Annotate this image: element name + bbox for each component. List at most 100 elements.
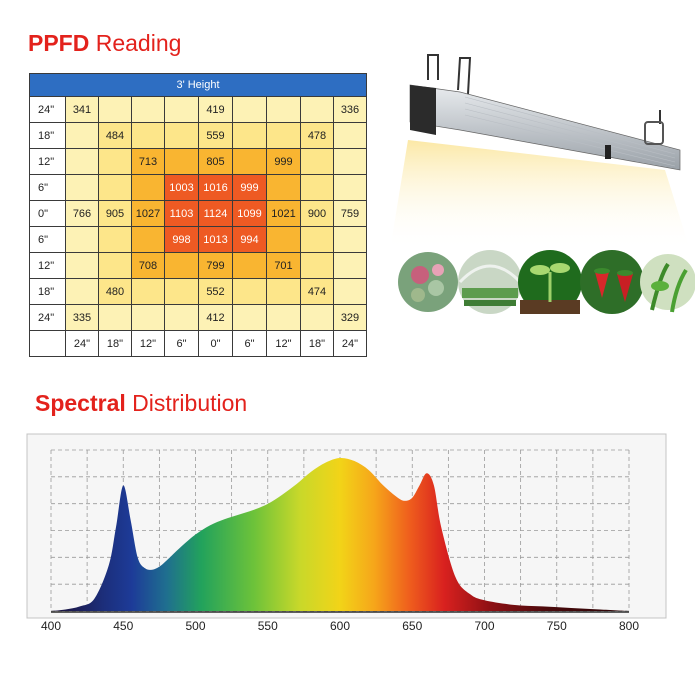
ppfd-cell: 412 — [198, 304, 233, 331]
ppfd-cell: 1021 — [266, 200, 301, 227]
row-label: 24" — [29, 304, 66, 331]
x-tick-label: 400 — [41, 619, 61, 633]
ppfd-cell — [65, 174, 99, 201]
hanger-loop-icon — [644, 121, 664, 145]
grow-light-illustration — [390, 54, 695, 314]
ppfd-cell — [131, 174, 165, 201]
ppfd-cell — [98, 148, 132, 175]
ppfd-cell — [131, 278, 165, 305]
ppfd-cell: 701 — [266, 252, 301, 279]
ppfd-cell: 480 — [98, 278, 132, 305]
column-label: 24" — [65, 330, 99, 357]
ppfd-cell — [300, 252, 334, 279]
ppfd-cell: 341 — [65, 96, 99, 123]
ppfd-cell: 1013 — [198, 226, 233, 253]
ppfd-cell: 1016 — [198, 174, 233, 201]
ppfd-cell — [333, 148, 367, 175]
ppfd-title-rest: Reading — [95, 30, 182, 56]
ppfd-cell — [65, 252, 99, 279]
x-axis-ticks: 400 450 500 550 600 650 700 750 800 — [41, 619, 639, 633]
ppfd-cell — [131, 226, 165, 253]
x-tick-label: 500 — [185, 619, 205, 633]
ppfd-cell — [266, 122, 301, 149]
ppfd-header: 3' Height — [29, 73, 367, 97]
ppfd-cell: 1027 — [131, 200, 165, 227]
ppfd-cell: 713 — [131, 148, 165, 175]
ppfd-cell: 1003 — [164, 174, 199, 201]
driver-box — [410, 85, 436, 135]
spectrum-area — [51, 457, 629, 611]
ppfd-cell — [333, 278, 367, 305]
light-beam — [390, 140, 690, 250]
succulent-photo — [398, 252, 458, 312]
ppfd-cell — [300, 226, 334, 253]
column-label: 18" — [98, 330, 132, 357]
column-label: 0" — [198, 330, 233, 357]
strawberry-photo — [580, 250, 644, 314]
ppfd-cell: 1099 — [232, 200, 267, 227]
ppfd-cell: 766 — [65, 200, 99, 227]
ppfd-cell: 552 — [198, 278, 233, 305]
ppfd-cell — [98, 304, 132, 331]
ppfd-cell — [232, 122, 267, 149]
x-tick-label: 550 — [258, 619, 278, 633]
ppfd-cell — [300, 148, 334, 175]
spectral-title-bold: Spectral — [35, 390, 126, 416]
ppfd-cell — [232, 252, 267, 279]
ppfd-cell — [300, 174, 334, 201]
ppfd-cell — [266, 174, 301, 201]
table-corner — [29, 330, 66, 357]
ppfd-cell — [131, 96, 165, 123]
ppfd-cell: 994 — [232, 226, 267, 253]
ppfd-cell — [333, 174, 367, 201]
ppfd-cell — [65, 122, 99, 149]
ppfd-cell — [232, 304, 267, 331]
ppfd-cell: 1103 — [164, 200, 199, 227]
ppfd-cell: 559 — [198, 122, 233, 149]
ppfd-cell: 799 — [198, 252, 233, 279]
ppfd-cell: 335 — [65, 304, 99, 331]
ppfd-cell: 336 — [333, 96, 367, 123]
ppfd-cell — [98, 174, 132, 201]
ppfd-cell — [131, 122, 165, 149]
row-label: 18" — [29, 122, 66, 149]
plants-under-light-photo — [640, 254, 695, 313]
ppfd-cell — [333, 252, 367, 279]
connector — [605, 145, 611, 159]
ppfd-cell: 419 — [198, 96, 233, 123]
ppfd-cell — [300, 96, 334, 123]
ppfd-cell — [164, 148, 199, 175]
ppfd-cell: 1124 — [198, 200, 233, 227]
ppfd-cell — [232, 278, 267, 305]
ppfd-cell — [131, 304, 165, 331]
ppfd-cell: 999 — [266, 148, 301, 175]
x-tick-label: 700 — [474, 619, 494, 633]
ppfd-cell — [65, 278, 99, 305]
column-label: 24" — [333, 330, 367, 357]
ppfd-cell — [98, 252, 132, 279]
spectral-chart: 400 450 500 550 600 650 700 750 800 — [26, 433, 667, 633]
ppfd-cell — [164, 278, 199, 305]
ppfd-cell: 474 — [300, 278, 334, 305]
ppfd-cell: 484 — [98, 122, 132, 149]
ppfd-cell — [65, 226, 99, 253]
x-tick-label: 600 — [330, 619, 350, 633]
ppfd-cell: 708 — [131, 252, 165, 279]
column-label: 12" — [266, 330, 301, 357]
spectral-title-rest: Distribution — [132, 390, 248, 416]
plant-photos — [398, 250, 695, 314]
ppfd-cell — [164, 96, 199, 123]
x-tick-label: 800 — [619, 619, 639, 633]
ppfd-table: 3' Height 24" 341 419 336 18" 484 559 478 12" 713 8… — [29, 73, 367, 357]
ppfd-cell — [333, 226, 367, 253]
ppfd-cell: 905 — [98, 200, 132, 227]
x-tick-label: 450 — [113, 619, 133, 633]
row-label: 12" — [29, 252, 66, 279]
ppfd-cell: 805 — [198, 148, 233, 175]
ppfd-cell: 329 — [333, 304, 367, 331]
ppfd-cell — [98, 96, 132, 123]
greenhouse-photo — [458, 250, 522, 314]
ppfd-cell: 759 — [333, 200, 367, 227]
ppfd-cell — [266, 96, 301, 123]
ppfd-title-bold: PPFD — [28, 30, 90, 56]
